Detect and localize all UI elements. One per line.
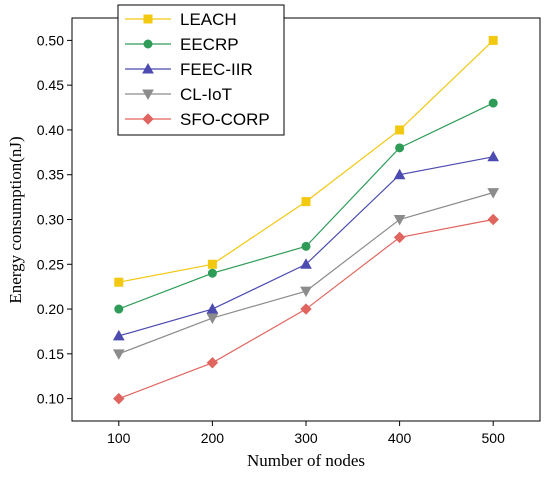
data-point-cl-iot [487, 188, 500, 199]
series-line-cl-iot [118, 192, 494, 355]
data-point-feec-iir [206, 303, 219, 314]
y-tick-label: 0.50 [37, 32, 64, 48]
data-point-cl-iot [206, 313, 219, 325]
data-point-eecrp [488, 98, 498, 108]
data-point-eecrp [114, 304, 124, 314]
legend-label-feec-iir: FEEC-IIR [180, 60, 253, 79]
y-tick-label: 0.10 [37, 391, 64, 407]
legend: LEACH EECRP FEEC-IIR CL-IoT SFO-CORP [117, 4, 285, 136]
data-point-sfo-corp [206, 357, 219, 369]
y-tick-label: 0.40 [37, 122, 64, 138]
data-point-leach [301, 197, 311, 207]
data-point-eecrp [207, 268, 217, 278]
data-point-sfo-corp [487, 213, 499, 226]
y-tick-label: 0.45 [37, 77, 64, 93]
data-point-feec-iir [487, 150, 500, 162]
data-point-leach [395, 125, 405, 135]
series-markers [112, 35, 500, 405]
y-tick-label: 0.25 [37, 256, 64, 272]
data-point-leach [114, 277, 124, 287]
legend-marker-feec-iir [142, 62, 154, 74]
data-point-feec-iir [112, 329, 125, 341]
data-point-sfo-corp [113, 392, 125, 405]
legend-label-cl-iot: CL-IoT [180, 85, 232, 104]
data-point-leach [488, 35, 498, 45]
axis-ticks: 100 200 300 400 500 0.10 0.15 0.20 0.25 0.30 0.35 0… [37, 32, 505, 446]
legend-marker-eecrp [143, 39, 153, 49]
data-point-feec-iir [300, 258, 312, 269]
x-axis-title: Number of nodes [247, 451, 365, 470]
y-axis-title: Energy consumption(nJ) [6, 136, 25, 303]
legend-marker-sfo-corp [142, 113, 154, 125]
y-tick-label: 0.30 [37, 212, 64, 228]
data-point-cl-iot [112, 349, 125, 360]
y-tick-label: 0.15 [37, 346, 64, 362]
data-point-cl-iot [300, 286, 312, 298]
data-point-eecrp [301, 241, 311, 251]
legend-marker-cl-iot [142, 89, 154, 101]
data-point-sfo-corp [393, 231, 406, 244]
y-tick-label: 0.35 [37, 167, 64, 183]
data-point-eecrp [395, 143, 405, 153]
x-tick-label: 500 [482, 430, 506, 446]
x-tick-label: 200 [201, 430, 225, 446]
legend-marker-leach [143, 14, 153, 24]
legend-label-sfo-corp: SFO-CORP [180, 110, 270, 129]
data-point-feec-iir [393, 168, 406, 180]
legend-label-eecrp: EECRP [180, 35, 239, 54]
y-tick-label: 0.20 [37, 301, 64, 317]
data-point-leach [207, 259, 217, 269]
data-point-sfo-corp [300, 303, 312, 315]
x-tick-label: 300 [294, 430, 318, 446]
x-tick-label: 100 [107, 430, 131, 446]
legend-label-leach: LEACH [180, 10, 237, 29]
data-point-cl-iot [393, 215, 406, 226]
x-tick-label: 400 [388, 430, 412, 446]
